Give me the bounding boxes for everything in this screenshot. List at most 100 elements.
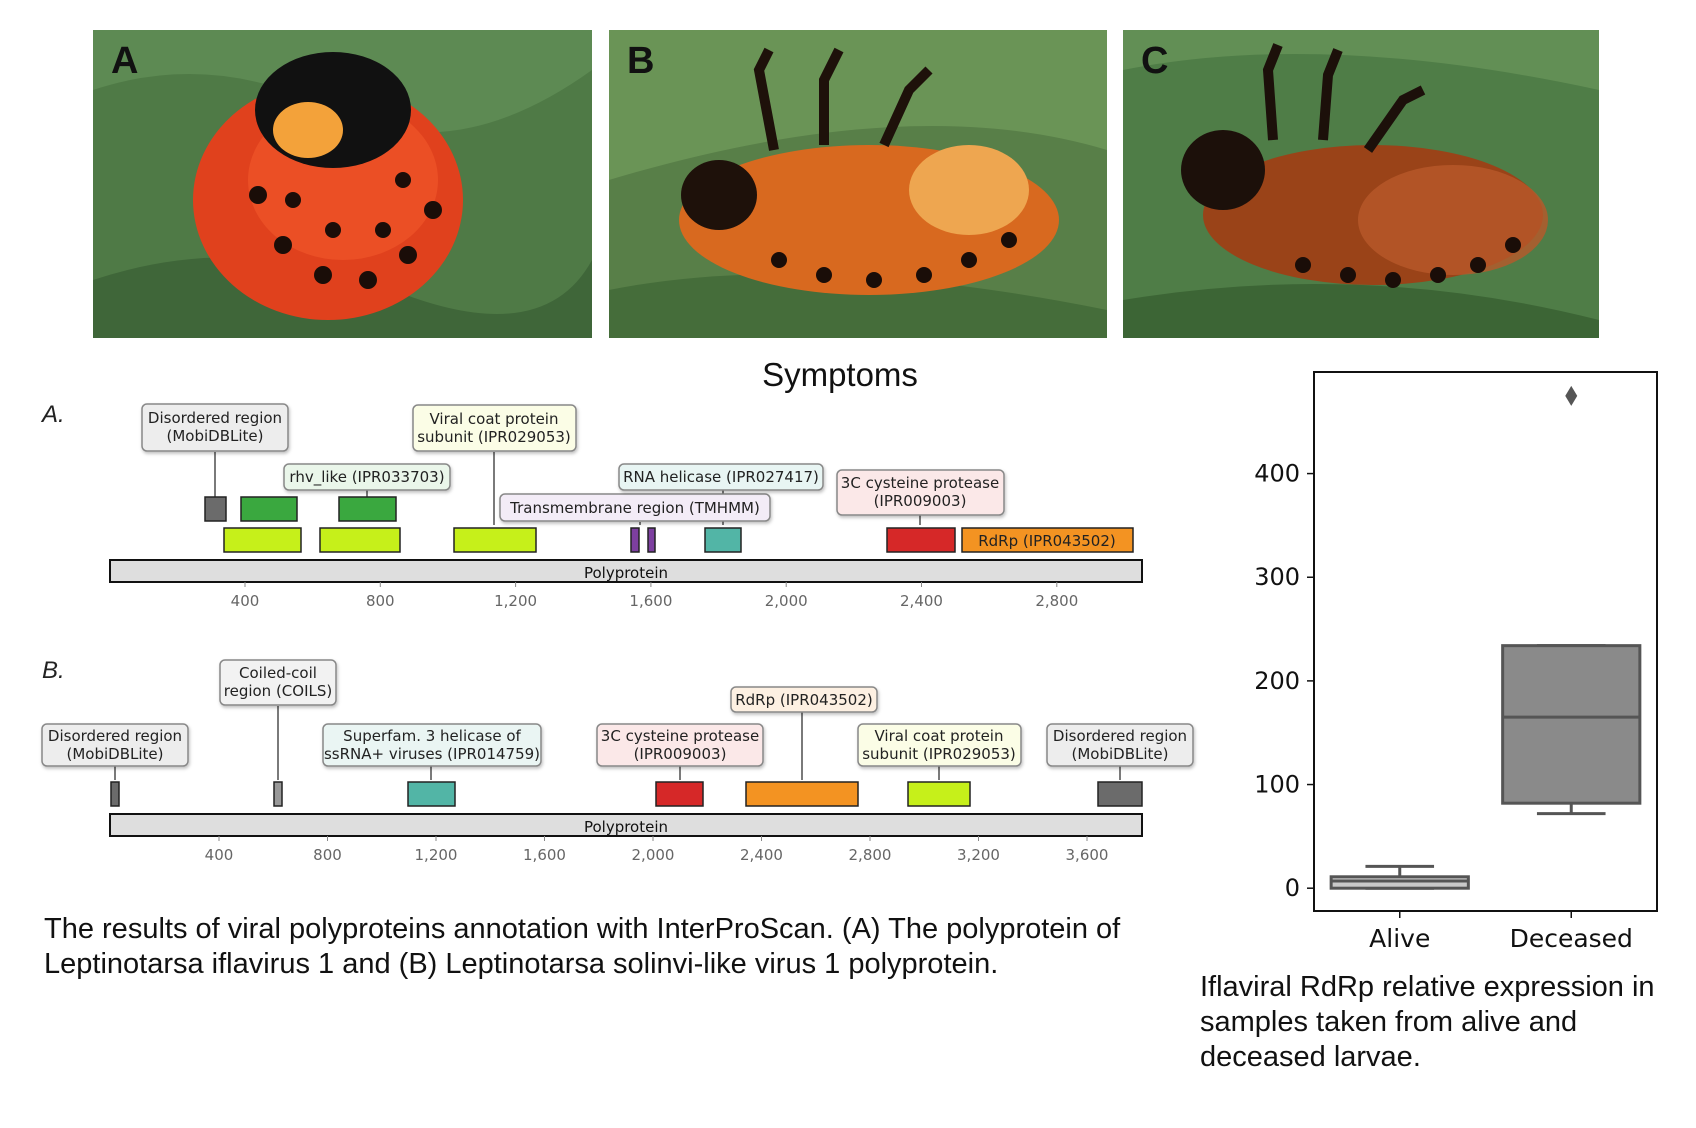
axis-b: 400 800 1,200 1,600 2,000 2,400 2,800 3,200 3,60…	[205, 836, 1109, 864]
axis-tick-label: 2,000	[632, 846, 675, 864]
svg-text:subunit (IPR029053): subunit (IPR029053)	[862, 745, 1016, 763]
photo-letter-c: C	[1141, 40, 1169, 82]
domain-superfam-helicase-b	[407, 781, 456, 807]
y-tick-label: 200	[1254, 667, 1300, 695]
svg-text:(IPR009003): (IPR009003)	[874, 492, 967, 510]
svg-text:Viral coat protein: Viral coat protein	[875, 727, 1004, 745]
domain-viral-coat-a-3	[453, 527, 537, 553]
axis-tick-label: 1,600	[629, 592, 672, 610]
svg-text:RNA helicase (IPR027417): RNA helicase (IPR027417)	[623, 468, 819, 486]
outlier-point	[1565, 385, 1578, 406]
callout-transmembrane-a: Transmembrane region (TMHMM)	[499, 493, 771, 522]
callout-rhv-like-a: rhv_like (IPR033703)	[283, 463, 451, 491]
domain-rna-helicase-a	[704, 527, 742, 553]
callout-superfam-helicase-b: Superfam. 3 helicase of ssRNA+ viruses (…	[322, 723, 542, 767]
symptoms-heading: Symptoms	[762, 356, 918, 393]
axis-tick-label: 2,800	[1035, 592, 1078, 610]
svg-text:Disordered region: Disordered region	[148, 409, 282, 427]
larva-photo-a	[93, 30, 592, 338]
svg-text:RdRp (IPR043502): RdRp (IPR043502)	[978, 532, 1116, 550]
domain-disordered-a	[204, 496, 227, 522]
axis-tick-label: 2,400	[740, 846, 783, 864]
domain-viral-coat-a-1	[223, 527, 302, 553]
panel-a: A. Disordered region (MobiDBLite) rhv_li…	[40, 401, 1143, 610]
axis-tick-label: 2,000	[765, 592, 808, 610]
plot-frame	[1313, 371, 1658, 912]
y-tick-label: 0	[1285, 874, 1300, 902]
domain-rhv-like-a-1	[240, 496, 298, 522]
callout-coiled-coil-b: Coiled-coil region (COILS)	[219, 659, 337, 706]
axis-tick-label: 800	[313, 846, 342, 864]
x-tick-label: Deceased	[1510, 924, 1633, 953]
svg-text:Polyprotein: Polyprotein	[584, 818, 668, 836]
photo-panel-c: C	[1123, 30, 1599, 338]
panel-b-leader-lines	[114, 706, 1121, 780]
svg-text:Polyprotein: Polyprotein	[584, 564, 668, 582]
polyprotein-backbone-a: Polyprotein	[109, 559, 1143, 583]
svg-text:RdRp (IPR043502): RdRp (IPR043502)	[735, 691, 873, 709]
domain-rhv-like-a-2	[338, 496, 397, 522]
callout-disordered-a: Disordered region (MobiDBLite)	[141, 403, 289, 452]
domain-viral-coat-b	[907, 781, 971, 807]
panel-b-label: B.	[42, 657, 65, 684]
domain-3c-protease-a	[886, 527, 956, 553]
callout-disordered-b-1: Disordered region (MobiDBLite)	[41, 723, 189, 767]
axis-a: 400 800 1,200 1,600 2,000 2,400 2,800	[231, 582, 1078, 610]
svg-text:rhv_like (IPR033703): rhv_like (IPR033703)	[289, 468, 444, 487]
callout-3c-protease-a: 3C cysteine protease (IPR009003)	[836, 469, 1005, 516]
svg-text:Disordered region: Disordered region	[48, 727, 182, 745]
axis-tick-label: 1,200	[494, 592, 537, 610]
right-caption: Iflaviral RdRp relative expression in sa…	[1200, 971, 1655, 1073]
svg-text:3C cysteine protease: 3C cysteine protease	[841, 474, 999, 492]
larva-photo-b	[609, 30, 1107, 338]
box-deceased	[1501, 644, 1642, 805]
svg-text:subunit (IPR029053): subunit (IPR029053)	[417, 428, 571, 446]
axis-tick-label: 1,600	[523, 846, 566, 864]
domain-disordered-b-1	[110, 781, 120, 807]
domain-3c-protease-b	[655, 781, 704, 807]
axis-tick-label: 3,200	[957, 846, 1000, 864]
polyprotein-backbone-b: Polyprotein	[109, 813, 1143, 837]
axis-tick-label: 2,800	[849, 846, 892, 864]
domain-rdrp-b	[745, 781, 859, 807]
domain-transmembrane-a-2	[647, 527, 656, 553]
panel-a-label: A.	[40, 401, 65, 428]
callout-disordered-b-2: Disordered region (MobiDBLite)	[1046, 723, 1194, 767]
callout-rna-helicase-a: RNA helicase (IPR027417)	[618, 463, 824, 491]
domain-disordered-b-2	[1097, 781, 1143, 807]
svg-text:(IPR009003): (IPR009003)	[634, 745, 727, 763]
svg-text:(MobiDBLite): (MobiDBLite)	[1072, 745, 1169, 763]
svg-text:(MobiDBLite): (MobiDBLite)	[167, 427, 264, 445]
svg-text:Superfam. 3 helicase of: Superfam. 3 helicase of	[343, 727, 521, 745]
axis-tick-label: 3,600	[1066, 846, 1109, 864]
svg-text:ssRNA+ viruses (IPR014759): ssRNA+ viruses (IPR014759)	[324, 745, 540, 763]
svg-text:Viral coat protein: Viral coat protein	[430, 410, 559, 428]
larva-photo-c	[1123, 30, 1599, 338]
callout-3c-protease-b: 3C cysteine protease (IPR009003)	[596, 723, 764, 767]
polyprotein-annotation-diagram: A. Disordered region (MobiDBLite) rhv_li…	[40, 401, 1194, 864]
callout-viral-coat-b: Viral coat protein subunit (IPR029053)	[857, 723, 1022, 767]
svg-text:(MobiDBLite): (MobiDBLite)	[67, 745, 164, 763]
y-tick-label: 100	[1254, 771, 1300, 799]
y-tick-label: 300	[1254, 563, 1300, 591]
photo-letter-b: B	[627, 40, 655, 82]
y-tick-label: 400	[1254, 460, 1300, 488]
axis-tick-label: 400	[205, 846, 234, 864]
panel-b: B. Disordered region (MobiDBLite) Coiled…	[41, 657, 1194, 864]
axis-tick-label: 1,200	[415, 846, 458, 864]
domain-rdrp-a: RdRp (IPR043502)	[961, 527, 1134, 553]
svg-text:region (COILS): region (COILS)	[224, 682, 333, 700]
callout-viral-coat-a: Viral coat protein subunit (IPR029053)	[412, 404, 577, 452]
photo-panel-a: A	[93, 30, 592, 338]
domain-coiled-coil-b	[273, 781, 283, 807]
photo-letter-a: A	[111, 40, 139, 82]
svg-text:Coiled-coil: Coiled-coil	[239, 664, 317, 682]
axis-tick-label: 800	[366, 592, 395, 610]
photo-panel-b: B	[609, 30, 1107, 338]
axis-tick-label: 400	[231, 592, 260, 610]
callout-rdrp-b: RdRp (IPR043502)	[730, 686, 878, 713]
domain-transmembrane-a-1	[630, 527, 640, 553]
svg-text:Transmembrane region (TMHMM): Transmembrane region (TMHMM)	[509, 499, 760, 517]
axis-tick-label: 2,400	[900, 592, 943, 610]
x-tick-label: Alive	[1369, 924, 1430, 953]
